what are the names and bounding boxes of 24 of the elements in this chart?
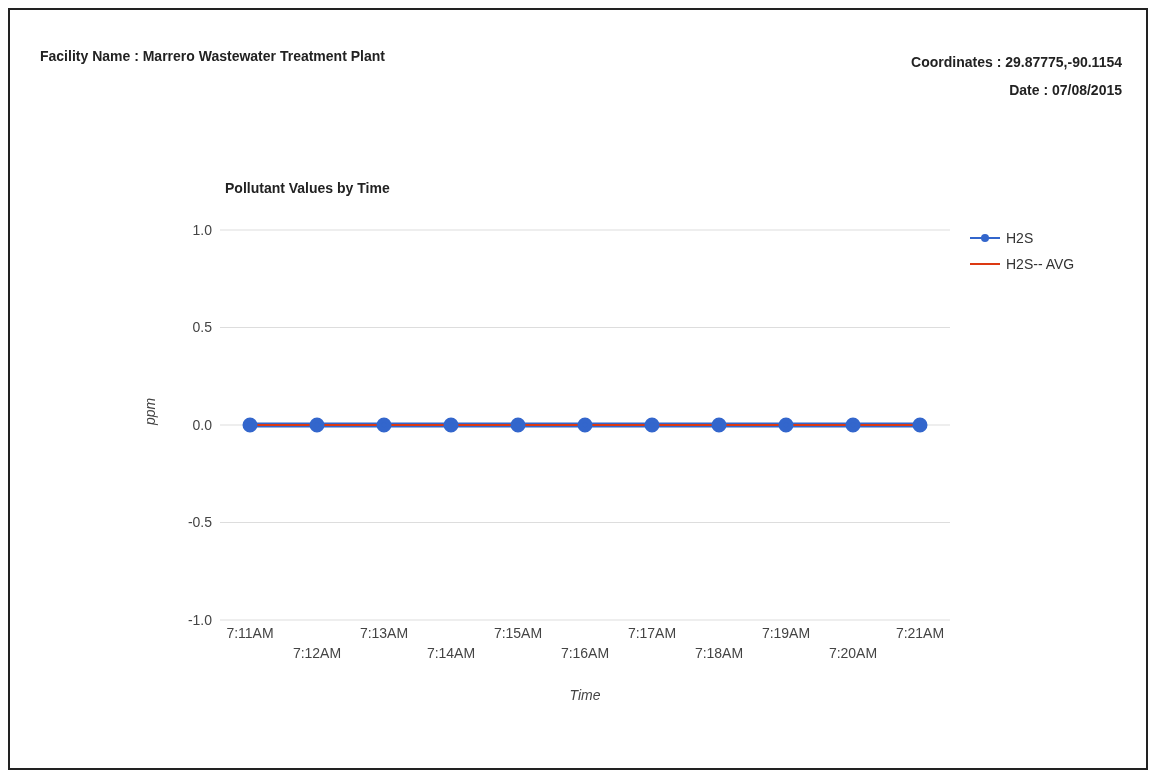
x-tick-label: 7:17AM [627,625,677,641]
y-tick-label: -1.0 [187,611,213,628]
y-tick-label: 1.0 [192,221,213,238]
x-tick-label: 7:14AM [426,645,476,661]
y-tick-label: -0.5 [187,514,213,531]
x-tick-label: 7:16AM [560,645,610,661]
y-axis-title: ppm [141,397,158,426]
legend-label: H2S [1006,230,1034,246]
chart-title: Facility Name : Marrero Wastewater Treatment Plant [40,48,385,64]
x-tick-label: 7:11AM [226,625,274,641]
text: Coordinates : 29.87775,-90.1154 [911,53,1122,72]
x-axis-title: Time [569,687,601,703]
x-tick-label: 7:19AM [761,625,811,641]
y-tick-label: 0.5 [192,319,213,336]
x-tick-label: 7:13AM [359,625,409,641]
chart-subtitle: Pollutant Values by Time [225,180,390,196]
x-tick-label: 7:21AM [895,625,945,641]
x-tick-label: 7:18AM [694,645,744,661]
text: Date : 07/08/2015 [1008,81,1122,100]
y-tick-label: 0.0 [192,416,213,433]
x-tick-label: 7:15AM [493,625,543,641]
legend-label: H2S-- AVG [1006,256,1075,272]
x-tick-label: 7:20AM [828,645,878,661]
x-tick-label: 7:12AM [292,645,342,661]
